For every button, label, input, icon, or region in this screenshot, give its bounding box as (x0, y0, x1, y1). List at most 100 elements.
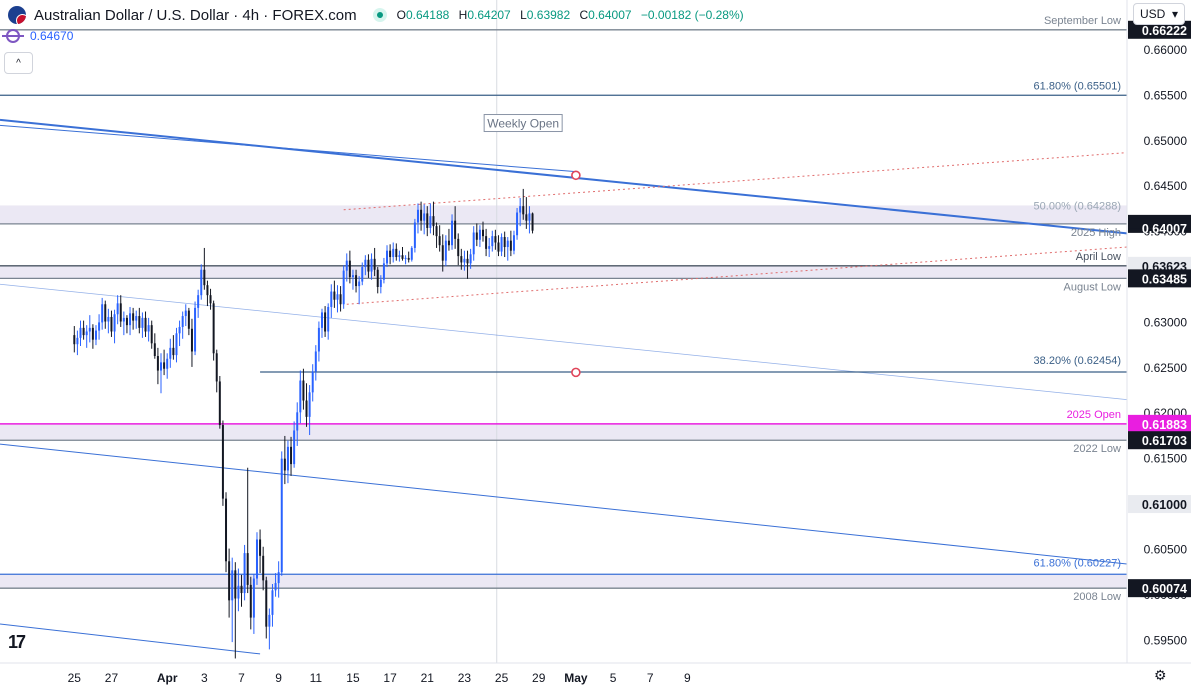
price-badge-label: 0.66222 (1142, 24, 1187, 38)
price-badge-label: 0.63485 (1142, 272, 1187, 286)
candle-body (370, 258, 373, 272)
level-label-august-low: August Low (1064, 281, 1122, 293)
candle-body (175, 333, 178, 356)
candle-body (472, 232, 475, 255)
mid-descending-trend (0, 283, 1128, 401)
chart-header: Australian Dollar / U.S. Dollar · 4h · F… (0, 0, 750, 30)
x-tick-label: 23 (458, 671, 472, 685)
bottom-descending-trend (0, 623, 261, 655)
candle-body (225, 498, 228, 562)
candle-body (416, 209, 419, 223)
candle-body (212, 303, 215, 354)
candle-body (457, 238, 460, 257)
candle-body (441, 245, 444, 261)
y-tick-label: 0.66000 (1144, 43, 1188, 57)
candle-body (187, 310, 190, 329)
candle-body (153, 343, 156, 357)
candle-body (404, 257, 407, 259)
candle-body (296, 412, 299, 431)
candle-body (503, 237, 506, 248)
candle-body (277, 572, 280, 584)
candle-body (255, 539, 258, 579)
alert-marker (571, 170, 581, 181)
candle-body (231, 570, 234, 601)
level-label-2008-low: 2008 Low (1073, 591, 1121, 603)
candle-body (311, 371, 314, 393)
candle-body (172, 347, 175, 356)
price-badge-label: 0.61883 (1142, 418, 1187, 432)
candle-body (525, 214, 528, 221)
candle-body (302, 380, 305, 401)
candle-body (528, 213, 531, 221)
level-label-38-2-fib: 38.20% (0.62454) (1034, 355, 1121, 367)
candle-body (478, 229, 481, 240)
x-tick-label: May (564, 671, 588, 685)
price-badge (1128, 20, 1191, 39)
price-badge (1128, 218, 1191, 229)
candle-body (364, 259, 367, 268)
y-tick-label: 0.65500 (1144, 88, 1188, 102)
candle-body (438, 236, 441, 246)
candle-body (125, 317, 128, 326)
y-tick-label: 0.65000 (1144, 134, 1188, 148)
candle-body (113, 314, 116, 332)
symbol-title[interactable]: Australian Dollar / U.S. Dollar · 4h · F… (34, 6, 357, 24)
weekly-open-box (483, 114, 563, 133)
y-tick-label: 0.62500 (1144, 361, 1188, 375)
price-badge-label: 0.64007 (1142, 222, 1187, 236)
candle-body (519, 206, 522, 213)
candle-body (401, 255, 404, 259)
candle-body (327, 306, 330, 332)
candle-body (376, 269, 379, 287)
candle-body (200, 269, 203, 296)
candle-body (413, 222, 416, 248)
x-tick-label: 3 (201, 671, 208, 685)
candle-body (119, 303, 122, 322)
indicator-row[interactable]: 0.64670 (2, 29, 74, 43)
candle-body (190, 328, 193, 352)
candle-body (482, 229, 484, 237)
candle-body (163, 362, 166, 369)
candle-body (516, 212, 519, 236)
x-tick-label: 9 (275, 671, 282, 685)
candle-body (206, 285, 209, 296)
level-label-50-fib: 50.00% (0.64288) (1034, 200, 1121, 212)
candle-body (506, 240, 509, 248)
candle-body (286, 446, 289, 471)
market-status-icon (372, 8, 387, 22)
x-tick-label: 17 (383, 671, 397, 685)
candle-body (283, 458, 286, 471)
price-badge (1128, 431, 1191, 450)
currency-select[interactable]: USD ▾ (1133, 3, 1185, 25)
candle-body (122, 317, 125, 322)
weekly-open-label: Weekly Open (487, 117, 559, 131)
open-value: 0.64188 (405, 8, 450, 22)
tradingview-logo-icon[interactable]: 17 (8, 632, 26, 652)
candle-body (237, 585, 240, 599)
candle-body (290, 446, 293, 465)
candle-body (361, 267, 364, 282)
candle-body (392, 248, 395, 258)
low-value: 0.63982 (526, 8, 571, 22)
candle-body (110, 316, 113, 332)
candle-body (73, 335, 76, 345)
candle-body (426, 213, 429, 228)
collapse-legend-button[interactable]: ^ (4, 52, 33, 74)
candle-body (160, 362, 162, 371)
level-label-april-low: April Low (1076, 251, 1121, 263)
high-value: 0.64207 (467, 8, 511, 22)
candle-body (491, 236, 494, 247)
gear-icon[interactable]: ⚙ (1154, 667, 1167, 683)
candle-body (150, 325, 153, 344)
candle-body (485, 236, 488, 249)
price-badge-label: 0.60074 (1142, 582, 1187, 596)
upper-dotted-channel (343, 152, 1128, 211)
candle-body (410, 247, 413, 260)
indicator-value: 0.64670 (30, 29, 74, 43)
price-badge-label: 0.61703 (1142, 434, 1187, 448)
candle-body (463, 258, 466, 263)
candle-body (435, 226, 438, 237)
level-label-2025-high: 2025 High (1071, 227, 1121, 239)
candle-body (488, 246, 491, 249)
